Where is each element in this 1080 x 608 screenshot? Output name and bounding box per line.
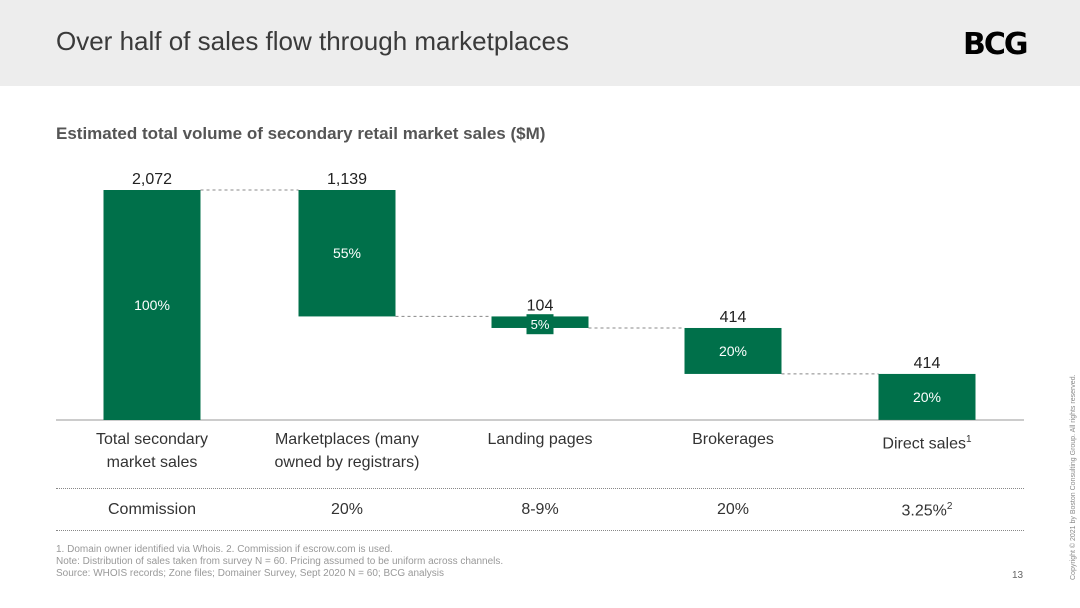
category-label: Direct sales1 [882, 434, 972, 453]
bar-2 [298, 190, 396, 317]
commission-label: Commission [107, 501, 196, 518]
value-label: 104 [527, 297, 554, 314]
category-label: Total secondary market sales [95, 431, 209, 471]
divider-bottom [56, 530, 1024, 531]
value-label: 1,139 [327, 171, 367, 188]
percent-label: 20% [719, 343, 747, 359]
copyright-notice: Copyright © 2021 by Boston Consulting Gr… [1070, 374, 1077, 580]
percent-label: 5% [531, 317, 550, 332]
divider-top [56, 488, 1024, 489]
bcg-logo: BCG [963, 27, 1029, 62]
footnotes: 1. Domain owner identified via Whois. 2.… [56, 544, 503, 580]
percent-label: 100% [134, 297, 170, 313]
category-label: Marketplaces (many owned by registrars) [274, 431, 420, 471]
value-label: 414 [720, 309, 747, 326]
bar-4 [684, 327, 782, 374]
footnote-source: Source: WHOIS records; Zone files; Domai… [56, 568, 445, 579]
header-band [0, 0, 1080, 86]
percent-label: 20% [913, 389, 941, 405]
commission-value: 20% [716, 501, 750, 518]
category-label: Landing pages [487, 431, 593, 448]
footnote-note: Note: Distribution of sales taken from s… [56, 556, 504, 567]
bar-5 [878, 373, 976, 420]
category-label: Brokerages [692, 431, 774, 448]
page-number: 13 [1012, 570, 1024, 581]
page-title: Over half of sales flow through marketpl… [56, 26, 570, 56]
footnote-marker: 1 [966, 434, 972, 445]
footnote-1: 1. Domain owner identified via Whois. 2.… [56, 544, 393, 555]
commission-value: 20% [330, 501, 364, 518]
commission-value: 3.25%2 [901, 501, 953, 520]
commission-value: 8-9% [521, 501, 559, 518]
percent-label: 55% [333, 245, 361, 261]
percent-box [526, 314, 554, 335]
bar-1 [103, 190, 201, 420]
footnote-marker: 2 [946, 501, 953, 512]
waterfall-chart: 2,072 100% 1,139 55% 104 5% 414 20% 414 20% [56, 171, 1024, 421]
value-label: 414 [914, 355, 941, 372]
chart-title: Estimated total volume of secondary reta… [56, 124, 546, 143]
value-label: 2,072 [132, 171, 172, 188]
